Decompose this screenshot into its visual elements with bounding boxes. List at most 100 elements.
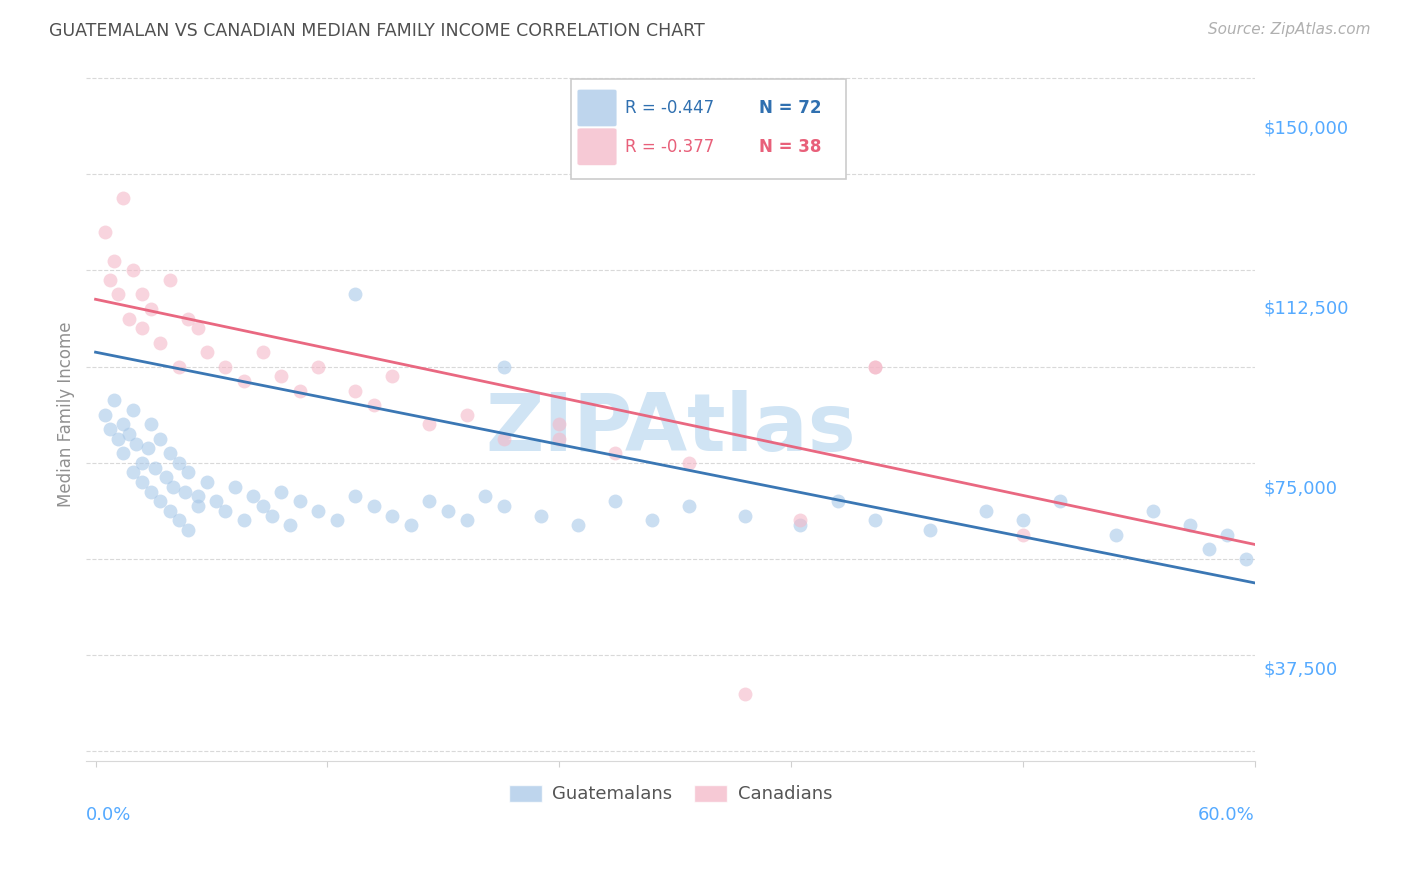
Point	[418, 417, 440, 432]
Point	[863, 359, 886, 374]
Point	[603, 446, 626, 460]
FancyBboxPatch shape	[576, 128, 617, 165]
Point	[1216, 528, 1239, 542]
Point	[159, 504, 181, 518]
Point	[131, 456, 153, 470]
Point	[112, 446, 135, 460]
Point	[100, 273, 122, 287]
Point	[118, 311, 141, 326]
Point	[344, 384, 367, 398]
Point	[233, 513, 256, 527]
Point	[143, 460, 166, 475]
Point	[112, 417, 135, 432]
Point	[131, 321, 153, 335]
Point	[187, 499, 209, 513]
Text: Source: ZipAtlas.com: Source: ZipAtlas.com	[1208, 22, 1371, 37]
Point	[177, 311, 200, 326]
Point	[492, 359, 515, 374]
Point	[548, 417, 571, 432]
Point	[187, 490, 209, 504]
Point	[167, 456, 190, 470]
Point	[678, 456, 700, 470]
Point	[363, 398, 385, 412]
Point	[1178, 518, 1201, 533]
Point	[107, 432, 129, 446]
Point	[530, 508, 553, 523]
Point	[863, 513, 886, 527]
Point	[270, 484, 292, 499]
Point	[827, 494, 849, 508]
Text: 60.0%: 60.0%	[1198, 805, 1256, 824]
Point	[307, 504, 329, 518]
Point	[167, 359, 190, 374]
Point	[112, 191, 135, 205]
Point	[159, 273, 181, 287]
Point	[280, 518, 302, 533]
Point	[233, 374, 256, 388]
Point	[920, 523, 942, 537]
Point	[288, 494, 311, 508]
Point	[125, 436, 148, 450]
Point	[270, 369, 292, 384]
Point	[162, 480, 184, 494]
Point	[131, 475, 153, 489]
Text: N = 38: N = 38	[759, 137, 823, 156]
Point	[863, 359, 886, 374]
Point	[974, 504, 997, 518]
Point	[344, 287, 367, 301]
Point	[94, 225, 117, 239]
Text: ZIPAtlas: ZIPAtlas	[485, 390, 856, 467]
Point	[149, 494, 172, 508]
Point	[167, 513, 190, 527]
Text: R = -0.377: R = -0.377	[626, 137, 714, 156]
Point	[155, 470, 177, 484]
Point	[1105, 528, 1128, 542]
Point	[149, 432, 172, 446]
Point	[399, 518, 422, 533]
Point	[159, 446, 181, 460]
Point	[325, 513, 347, 527]
Point	[121, 263, 143, 277]
Point	[1198, 542, 1220, 557]
Point	[344, 490, 367, 504]
Legend: Guatemalans, Canadians: Guatemalans, Canadians	[502, 778, 839, 811]
Point	[173, 484, 195, 499]
Point	[641, 513, 664, 527]
Point	[195, 345, 218, 359]
Point	[437, 504, 460, 518]
Point	[121, 466, 143, 480]
Point	[141, 484, 163, 499]
Point	[734, 508, 756, 523]
Point	[492, 499, 515, 513]
Point	[456, 408, 478, 422]
Point	[363, 499, 385, 513]
Point	[121, 402, 143, 417]
Point	[603, 494, 626, 508]
Text: N = 72: N = 72	[759, 99, 823, 117]
Point	[252, 345, 274, 359]
FancyBboxPatch shape	[576, 89, 617, 127]
Point	[214, 359, 236, 374]
Point	[136, 442, 159, 456]
Y-axis label: Median Family Income: Median Family Income	[58, 322, 75, 508]
Point	[131, 287, 153, 301]
Point	[94, 408, 117, 422]
Point	[177, 523, 200, 537]
Point	[381, 369, 404, 384]
Point	[1012, 528, 1035, 542]
Point	[418, 494, 440, 508]
Point	[456, 513, 478, 527]
Point	[100, 422, 122, 436]
Point	[548, 432, 571, 446]
Point	[107, 287, 129, 301]
Point	[307, 359, 329, 374]
Point	[187, 321, 209, 335]
Point	[492, 432, 515, 446]
Point	[1234, 552, 1257, 566]
Point	[118, 426, 141, 441]
Point	[288, 384, 311, 398]
Point	[103, 393, 125, 408]
Point	[252, 499, 274, 513]
Point	[260, 508, 283, 523]
Point	[789, 518, 811, 533]
